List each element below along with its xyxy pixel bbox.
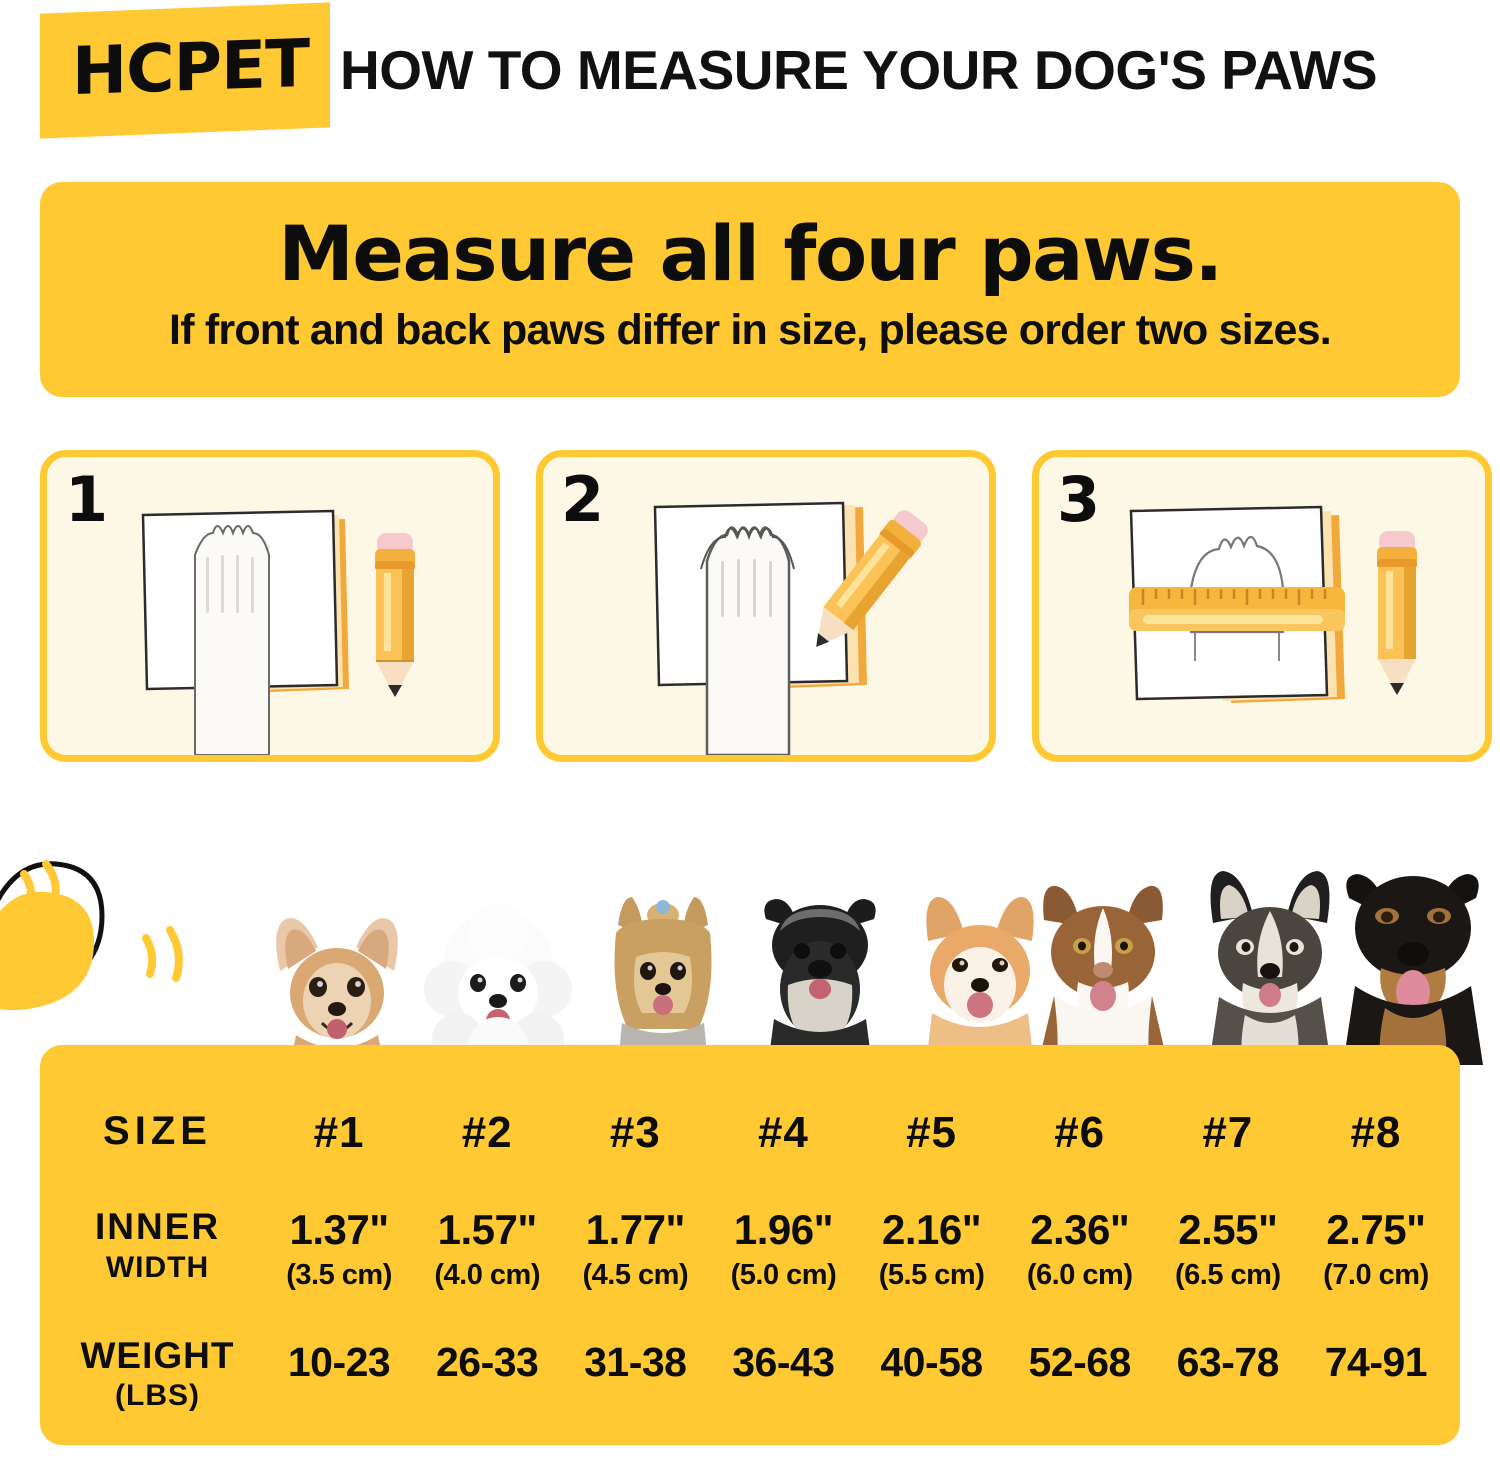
wagging-tail-decoration-icon <box>0 860 183 1011</box>
table-cell: 2.55" (6.5 cm) <box>1154 1205 1302 1295</box>
value-inch: 1.77" <box>585 1206 686 1253</box>
table-cell: 2.36" (6.0 cm) <box>1006 1205 1154 1295</box>
table-row-weight: WEIGHT (LBS) 10-23 26-33 31-38 36-43 40-… <box>40 1335 1460 1430</box>
row-label-size: SIZE <box>103 1109 212 1153</box>
value-cm: (6.5 cm) <box>1175 1259 1281 1291</box>
value-inch: 1.37" <box>289 1206 389 1253</box>
page-title: HOW TO MEASURE YOUR DOG'S PAWS <box>340 39 1378 101</box>
dog-photo-chihuahua <box>276 918 398 1065</box>
value-inch: 2.75" <box>1326 1206 1426 1253</box>
dog-photo-shiba-inu <box>926 897 1034 1065</box>
value-cm: (4.5 cm) <box>582 1259 689 1291</box>
dog-breed-strip <box>0 820 1500 1065</box>
table-cell: #2 <box>461 1108 513 1157</box>
table-cell: #5 <box>906 1108 958 1157</box>
row-label-weight-unit: (LBS) <box>115 1379 200 1412</box>
value-inch: 2.16" <box>881 1206 982 1253</box>
value-cm: (4.0 cm) <box>434 1259 540 1291</box>
ruler-measuring-outline-icon <box>1129 505 1417 703</box>
table-cell: 63-78 <box>1176 1339 1280 1385</box>
table-cell: 74-91 <box>1324 1339 1428 1385</box>
value-inch: 2.36" <box>1030 1206 1130 1253</box>
table-cell: 31-38 <box>584 1339 687 1385</box>
table-cell: #6 <box>1054 1108 1106 1157</box>
table-cell: 40-58 <box>880 1339 983 1385</box>
step-card-3: 3 <box>1032 450 1492 762</box>
pencil-icon <box>375 533 415 697</box>
row-label-weight-line1: WEIGHT <box>80 1335 235 1376</box>
table-cell: #1 <box>313 1108 365 1157</box>
row-label-inner-width: INNER WIDTH <box>50 1205 265 1287</box>
dog-photo-rottweiler <box>1343 874 1483 1065</box>
table-cell: 1.57" (4.0 cm) <box>413 1205 561 1295</box>
table-cell: 1.77" (4.5 cm) <box>561 1205 709 1295</box>
table-cell: 1.37" (3.5 cm) <box>265 1205 413 1295</box>
table-cell: #4 <box>757 1108 809 1157</box>
table-cell: #3 <box>609 1108 661 1157</box>
table-cell: 1.96" (5.0 cm) <box>709 1205 857 1295</box>
size-chart-table: SIZE #1 #2 #3 #4 #5 #6 #7 #8 INNER WIDTH… <box>40 1045 1460 1445</box>
value-cm: (6.0 cm) <box>1026 1259 1133 1291</box>
paw-on-paper-with-pencil-icon <box>141 509 415 755</box>
pencil-icon <box>816 510 928 647</box>
row-label-inner-width-line1: INNER <box>94 1206 221 1247</box>
table-cell: #7 <box>1202 1108 1254 1157</box>
measurement-steps: 1 <box>40 450 1492 765</box>
step-number-3: 3 <box>1057 463 1101 536</box>
value-cm: (7.0 cm) <box>1323 1259 1429 1291</box>
step-card-1: 1 <box>40 450 500 762</box>
banner-headline: Measure all four paws. <box>278 209 1223 298</box>
weight-cells: 10-23 26-33 31-38 36-43 40-58 52-68 63-7… <box>265 1335 1450 1389</box>
ruler-icon <box>1129 587 1345 631</box>
step-number-1: 1 <box>65 463 109 536</box>
dog-photo-yorkshire-terrier <box>614 897 712 1065</box>
row-label-weight: WEIGHT (LBS) <box>50 1335 265 1415</box>
dog-photo-schnauzer <box>764 899 876 1065</box>
inner-width-cells: 1.37" (3.5 cm) 1.57" (4.0 cm) 1.77" (4.5… <box>265 1205 1450 1295</box>
page-header: HCPET HOW TO MEASURE YOUR DOG'S PAWS <box>0 0 1500 150</box>
dog-photo-bichon-frise <box>424 903 572 1065</box>
value-cm: (5.0 cm) <box>730 1259 837 1291</box>
value-cm: (5.5 cm) <box>878 1259 985 1291</box>
table-cell: 52-68 <box>1028 1339 1132 1385</box>
value-inch: 2.55" <box>1178 1206 1278 1253</box>
table-cell: 2.75" (7.0 cm) <box>1302 1205 1450 1295</box>
banner-subtext: If front and back paws differ in size, p… <box>169 306 1332 354</box>
table-row-inner-width: INNER WIDTH 1.37" (3.5 cm) 1.57" (4.0 cm… <box>40 1205 1460 1305</box>
row-label-inner-width-line2: WIDTH <box>105 1251 210 1284</box>
tracing-paw-with-pencil-icon <box>653 501 928 755</box>
table-cell: 36-43 <box>732 1339 835 1385</box>
value-inch: 1.57" <box>437 1206 538 1253</box>
table-cell: #8 <box>1350 1108 1402 1157</box>
value-inch: 1.96" <box>733 1206 834 1253</box>
step-card-2: 2 <box>536 450 996 762</box>
instruction-banner: Measure all four paws. If front and back… <box>40 182 1460 397</box>
dog-photo-australian-shepherd <box>1038 885 1168 1065</box>
size-cells: #1 #2 #3 #4 #5 #6 #7 #8 <box>265 1103 1450 1163</box>
step-number-2: 2 <box>561 463 605 536</box>
table-cell: 10-23 <box>287 1339 391 1385</box>
table-cell: 26-33 <box>436 1339 539 1385</box>
table-row-size: SIZE #1 #2 #3 #4 #5 #6 #7 #8 <box>40 1103 1460 1173</box>
value-cm: (3.5 cm) <box>286 1259 392 1291</box>
brand-logo-text: HCPET <box>71 24 310 111</box>
table-cell: 2.16" (5.5 cm) <box>858 1205 1006 1295</box>
pencil-icon <box>1377 531 1417 695</box>
